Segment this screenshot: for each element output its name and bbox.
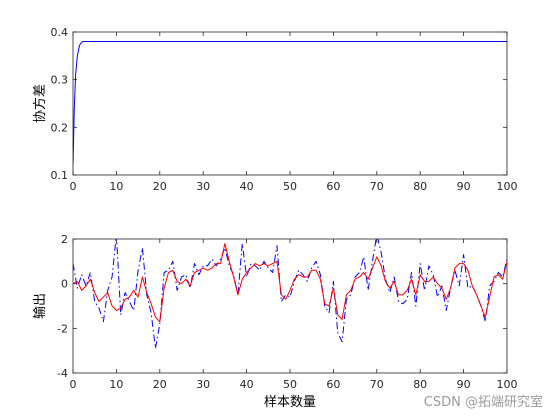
watermark: CSDN @拓端研究室 — [424, 394, 543, 410]
y-tick-label: 0.1 — [51, 169, 69, 182]
x-tick-label: 40 — [240, 180, 254, 193]
x-tick-label: 100 — [497, 180, 518, 193]
y-axis-label: 输出 — [32, 293, 48, 319]
x-tick-label: 60 — [326, 378, 340, 391]
y-tick-label: -4 — [57, 367, 68, 380]
x-tick-label: 50 — [283, 378, 297, 391]
x-tick-label: 20 — [153, 180, 167, 193]
x-axis-label: 样本数量 — [264, 395, 316, 410]
x-tick-label: 90 — [457, 378, 471, 391]
x-tick-label: 90 — [457, 180, 471, 193]
x-tick-label: 20 — [153, 378, 167, 391]
x-tick-label: 40 — [240, 378, 254, 391]
x-tick-label: 60 — [326, 180, 340, 193]
x-tick-label: 10 — [109, 180, 123, 193]
series-line-1 — [73, 41, 507, 166]
y-axis-label: 协方差 — [32, 84, 48, 123]
axes-box — [72, 238, 508, 374]
x-tick-label: 70 — [370, 180, 384, 193]
y-tick-label: 0.3 — [51, 74, 69, 87]
axes-box — [72, 31, 508, 176]
x-tick-label: 10 — [109, 378, 123, 391]
y-tick-label: 0.4 — [51, 26, 69, 39]
x-tick-label: 0 — [70, 378, 77, 391]
y-tick-label: 0.2 — [51, 121, 69, 134]
x-tick-label: 70 — [370, 378, 384, 391]
x-tick-label: 100 — [497, 378, 518, 391]
x-tick-label: 80 — [413, 378, 427, 391]
x-tick-label: 30 — [196, 378, 210, 391]
x-tick-label: 0 — [70, 180, 77, 193]
series-line-2 — [73, 242, 507, 323]
x-tick-label: 50 — [283, 180, 297, 193]
y-tick-label: -2 — [57, 322, 68, 335]
x-tick-label: 30 — [196, 180, 210, 193]
y-tick-label: 2 — [61, 233, 68, 246]
y-tick-label: 0 — [61, 278, 68, 291]
x-tick-label: 80 — [413, 180, 427, 193]
series-line-1 — [73, 239, 507, 349]
covariance-panel: 0 10 20 30 40 50 60 70 80 90 100 0.1 0.2 0.3 0.4 协方差 — [32, 26, 518, 193]
